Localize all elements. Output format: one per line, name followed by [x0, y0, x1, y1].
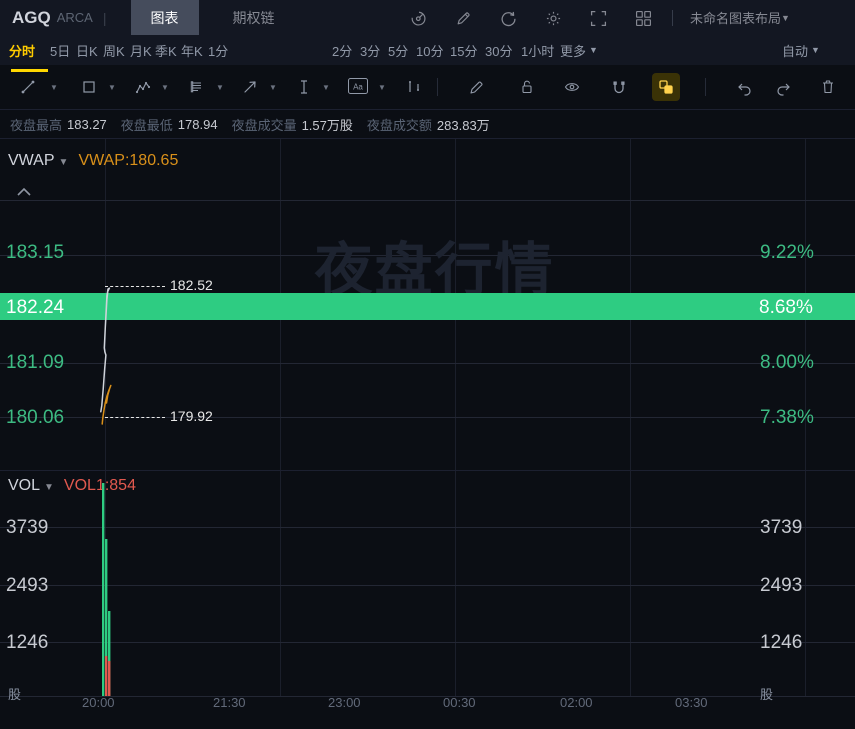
svg-text:Aa: Aa: [353, 83, 363, 92]
